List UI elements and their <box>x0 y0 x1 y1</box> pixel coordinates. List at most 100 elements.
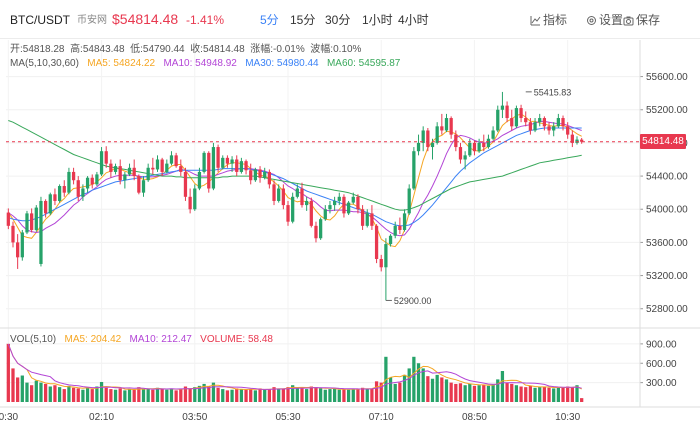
volume-bar <box>346 389 351 402</box>
price-change: -1.41% <box>186 13 225 27</box>
candle <box>482 134 486 152</box>
volume-bar <box>95 386 99 402</box>
candle <box>314 221 318 243</box>
ma10-legend: MA10: 54948.92 <box>163 58 237 69</box>
candle-body <box>43 200 48 214</box>
indicator-icon <box>530 16 541 26</box>
volume-bar <box>123 390 127 402</box>
candle-body <box>570 134 574 143</box>
volume-bar <box>179 389 183 402</box>
candle-body <box>370 213 374 226</box>
candle-body <box>323 209 327 220</box>
candle <box>454 130 458 152</box>
candle <box>393 221 397 239</box>
candle-body <box>295 188 299 197</box>
volume-bar <box>542 386 547 402</box>
candle-body <box>62 186 66 193</box>
candle-body <box>514 108 519 127</box>
candle <box>216 144 220 172</box>
volume-bar <box>258 388 262 402</box>
volume-bar <box>379 382 383 402</box>
candle <box>146 163 150 182</box>
volume-bar <box>463 385 467 402</box>
volume-bar <box>165 389 169 402</box>
candle <box>25 210 29 235</box>
candle <box>95 171 99 187</box>
volume-bar <box>454 383 458 402</box>
gear-icon <box>587 16 596 25</box>
candle <box>221 155 225 170</box>
candle <box>365 209 369 228</box>
candle-body <box>547 126 551 131</box>
volume-bar <box>71 387 76 402</box>
price-tick-label: 54000.00 <box>646 205 688 216</box>
save-button[interactable]: 保存 <box>623 13 660 27</box>
candle-body <box>491 130 495 139</box>
volume-bar <box>342 389 346 402</box>
camera-icon <box>623 16 634 26</box>
interval-30m-tab[interactable]: 30分 <box>325 13 351 27</box>
volume-bar <box>491 383 495 402</box>
candle-body <box>253 169 258 181</box>
candle-body <box>314 225 318 239</box>
settings-button[interactable]: 设置 <box>586 13 623 27</box>
candle-body <box>519 108 523 119</box>
candle <box>258 166 262 183</box>
volume-bar <box>482 384 486 402</box>
candle <box>496 105 500 133</box>
candle <box>491 126 495 141</box>
volume-bar <box>305 389 309 402</box>
candle <box>388 234 393 247</box>
candle-body <box>421 130 425 143</box>
candle <box>580 137 584 144</box>
candle-body <box>496 109 500 131</box>
candle-body <box>34 207 38 230</box>
change-value: -0.01% <box>273 44 305 55</box>
volume-bar <box>104 387 108 402</box>
candle <box>113 163 118 175</box>
close-label: 收: <box>190 44 203 55</box>
candle-body <box>342 196 346 214</box>
candle <box>505 101 509 123</box>
volume-bar <box>393 383 397 402</box>
volume-bar <box>277 389 281 402</box>
volume-tick-label: 600.00 <box>646 359 677 370</box>
candle <box>207 151 211 193</box>
candle-body <box>244 161 248 171</box>
interval-5m-tab[interactable]: 5分 <box>260 13 279 27</box>
candle-body <box>39 200 43 264</box>
volume-bar <box>360 387 365 402</box>
indicator-button[interactable]: 指标 <box>530 13 567 27</box>
volume-bar <box>57 387 62 402</box>
volume-bar <box>253 390 258 402</box>
interval-1h-tab[interactable]: 1小时 <box>362 13 393 27</box>
candle-body <box>174 155 178 167</box>
ma60-legend: MA60: 54595.87 <box>326 58 401 69</box>
volume-bar <box>109 389 113 402</box>
volume-bar <box>444 379 449 402</box>
volume-bar <box>25 382 29 402</box>
interval-4h-tab[interactable]: 4小时 <box>398 13 429 27</box>
candle-body <box>53 194 57 201</box>
candle-body <box>123 174 127 181</box>
volume-bar <box>514 385 519 402</box>
volume-bar <box>580 398 584 402</box>
candle-body <box>402 213 407 230</box>
candle <box>267 169 271 189</box>
candle <box>71 167 76 185</box>
price-tick-label: 53200.00 <box>646 271 688 282</box>
candle-body <box>81 188 85 197</box>
candle <box>300 182 304 208</box>
candle <box>48 192 52 216</box>
volume-bar <box>267 389 271 402</box>
candle <box>109 159 113 178</box>
pair-symbol[interactable]: BTC/USDT <box>10 13 70 27</box>
candle-body <box>398 225 402 230</box>
interval-15m-tab[interactable]: 15分 <box>290 13 316 27</box>
volume-bar <box>39 382 43 402</box>
candle <box>277 184 281 203</box>
volume-bar <box>365 389 369 402</box>
candle-body <box>71 171 76 181</box>
candle <box>570 130 574 148</box>
